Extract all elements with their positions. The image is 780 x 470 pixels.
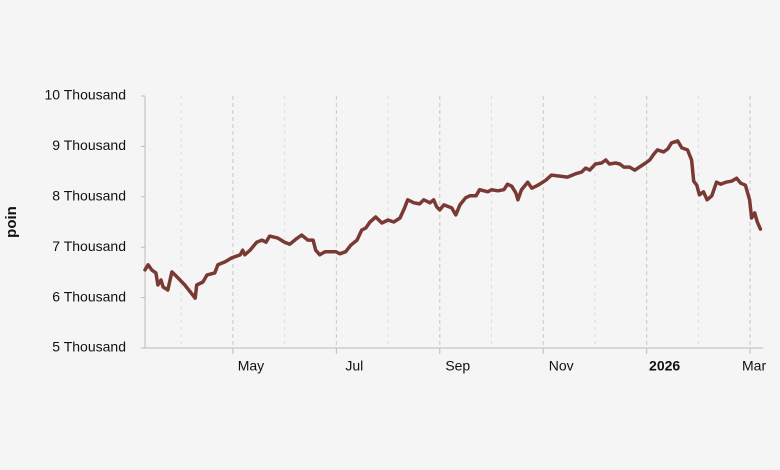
y-tick-label: 8 Thousand bbox=[52, 188, 126, 204]
y-axis-title: poin bbox=[3, 206, 20, 238]
y-tick-label: 10 Thousand bbox=[45, 87, 126, 103]
y-tick-label: 7 Thousand bbox=[52, 238, 126, 254]
x-tick-label: Nov bbox=[549, 358, 574, 374]
x-tick-label: May bbox=[238, 358, 264, 374]
y-tick-label: 9 Thousand bbox=[52, 137, 126, 153]
x-tick-label: Jul bbox=[345, 358, 363, 374]
x-tick-label: Sep bbox=[445, 358, 470, 374]
line-series bbox=[143, 139, 763, 300]
y-tick-label: 5 Thousand bbox=[52, 339, 126, 355]
x-tick-label: Mar bbox=[742, 358, 766, 374]
x-tick-label: 2026 bbox=[649, 358, 680, 374]
y-tick-label: 6 Thousand bbox=[52, 288, 126, 304]
